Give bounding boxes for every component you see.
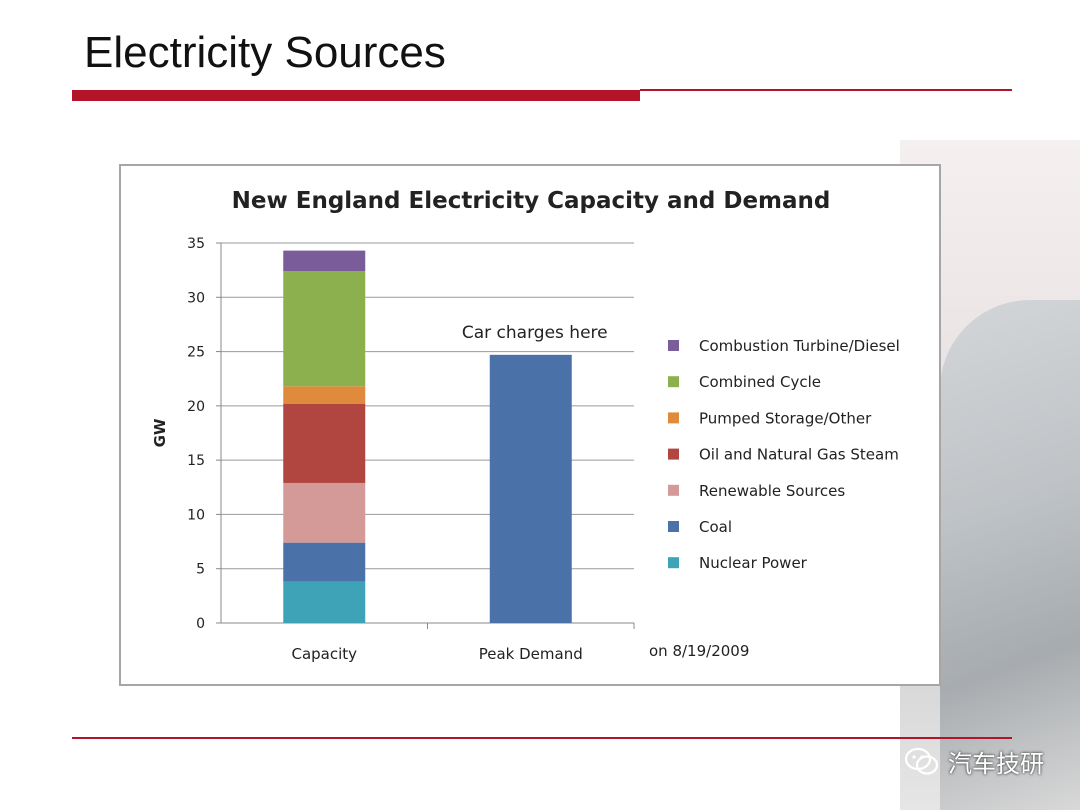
legend-label: Coal	[699, 518, 732, 536]
legend-swatch	[668, 376, 679, 388]
legend-label: Nuclear Power	[699, 554, 808, 572]
watermark: 汽车技研	[904, 744, 1044, 779]
chart-title: New England Electricity Capacity and Dem…	[232, 188, 831, 214]
y-tick-label: 25	[187, 345, 205, 361]
legend-swatch	[668, 412, 679, 424]
grid-lines	[221, 242, 634, 624]
bar-segment	[283, 542, 366, 582]
title-underline-thin	[640, 89, 1012, 91]
legend: Combustion Turbine/Diesel Combined Cycle P…	[668, 337, 900, 572]
axes: 0 5 10 15 20 25 30 35 Capacity Peak Demand	[187, 236, 635, 663]
bar-segment	[283, 482, 366, 543]
legend-swatch	[668, 521, 679, 532]
chart-svg: New England Electricity Capacity and Dem…	[151, 188, 900, 663]
y-tick-label: 35	[187, 236, 205, 252]
legend-label: Combined Cycle	[699, 373, 821, 391]
bar-segment	[283, 386, 366, 404]
legend-label: Combustion Turbine/Diesel	[699, 337, 900, 355]
x-tick-label: Peak Demand	[479, 645, 583, 663]
legend-label: Renewable Sources	[699, 482, 845, 500]
legend-swatch	[668, 340, 679, 351]
y-tick-label: 0	[196, 616, 205, 632]
legend-label: Oil and Natural Gas Steam	[699, 446, 899, 464]
y-tick-label: 15	[187, 453, 205, 469]
bar-segment	[489, 354, 572, 623]
peak-demand-annotation: Car charges here	[462, 323, 608, 343]
chart-container: New England Electricity Capacity and Dem…	[119, 164, 941, 686]
slide-title: Electricity Sources	[84, 28, 446, 77]
bars	[283, 250, 572, 623]
y-tick-label: 5	[196, 562, 205, 578]
bar-segment	[283, 403, 366, 483]
y-tick-label: 20	[187, 399, 205, 415]
background-car-image	[940, 300, 1080, 810]
y-axis-label: GW	[151, 418, 169, 447]
legend-swatch	[668, 557, 679, 569]
x-tick-label: Capacity	[291, 645, 357, 663]
bar-segment	[283, 250, 366, 272]
date-annotation: on 8/19/2009	[649, 642, 749, 660]
y-tick-label: 10	[187, 507, 205, 523]
legend-label: Pumped Storage/Other	[699, 409, 872, 427]
legend-swatch	[668, 448, 679, 460]
legend-swatch	[668, 484, 679, 496]
bar-segment	[283, 581, 366, 623]
watermark-text: 汽车技研	[948, 750, 1044, 778]
y-tick-label: 30	[187, 290, 205, 306]
bar-segment	[283, 271, 366, 387]
footer-rule	[72, 737, 1012, 739]
wechat-icon	[904, 747, 939, 775]
title-underline-thick	[72, 90, 640, 101]
